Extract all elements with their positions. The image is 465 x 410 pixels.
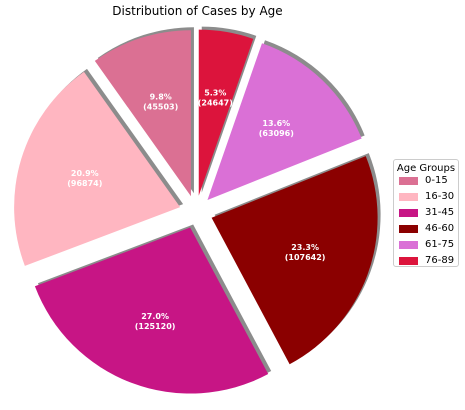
pie-wedges — [14, 29, 378, 394]
legend-label: 46-60 — [425, 223, 455, 234]
slice-value-label-0-15: (45503) — [143, 102, 178, 111]
slice-pct-label-76-89: 5.3% — [204, 88, 226, 97]
legend-label: 0-15 — [425, 175, 448, 186]
slice-value-label-31-45: (125120) — [135, 322, 176, 331]
legend-swatch — [399, 241, 418, 249]
pie-slice-76-89 — [198, 29, 254, 196]
slice-pct-label-31-45: 27.0% — [141, 312, 169, 321]
legend-item-61-75: 61-75 — [394, 238, 458, 254]
legend-title: Age Groups — [396, 163, 456, 174]
legend-item-46-60: 46-60 — [394, 222, 458, 238]
pie-slice-46-60 — [211, 156, 378, 365]
slice-value-label-61-75: (63096) — [259, 129, 294, 138]
legend-swatch — [399, 225, 418, 233]
pie-slice-61-75 — [207, 43, 362, 201]
pie-slice-0-15 — [94, 30, 191, 197]
legend-label: 16-30 — [425, 191, 455, 202]
legend: Age Groups 0-15 16-30 31-45 46-60 61-75 76-89 — [393, 159, 459, 267]
slice-pct-label-0-15: 9.8% — [150, 92, 172, 101]
slice-value-label-76-89: (24647) — [198, 98, 233, 107]
legend-swatch — [399, 257, 418, 265]
pie-slice-16-30 — [14, 71, 181, 266]
legend-item-0-15: 0-15 — [394, 174, 458, 190]
pie-labels: 9.8%(45503) 20.9%(96874) 27.0%(125120) 23.3… — [67, 88, 325, 330]
legend-label: 31-45 — [425, 207, 455, 218]
slice-value-label-16-30: (96874) — [67, 179, 102, 188]
slice-pct-label-46-60: 23.3% — [291, 243, 319, 252]
slice-pct-label-61-75: 13.6% — [262, 119, 290, 128]
legend-label: 76-89 — [425, 255, 455, 266]
pie-slice-31-45 — [34, 227, 269, 394]
legend-item-31-45: 31-45 — [394, 206, 458, 222]
legend-label: 61-75 — [425, 239, 455, 250]
legend-item-16-30: 16-30 — [394, 190, 458, 206]
slice-pct-label-16-30: 20.9% — [71, 169, 99, 178]
chart-title: Distribution of Cases by Age — [112, 4, 283, 18]
legend-swatch — [399, 209, 418, 217]
legend-item-76-89: 76-89 — [394, 254, 458, 270]
legend-swatch — [399, 177, 418, 185]
slice-value-label-46-60: (107642) — [285, 253, 326, 262]
legend-swatch — [399, 193, 418, 201]
